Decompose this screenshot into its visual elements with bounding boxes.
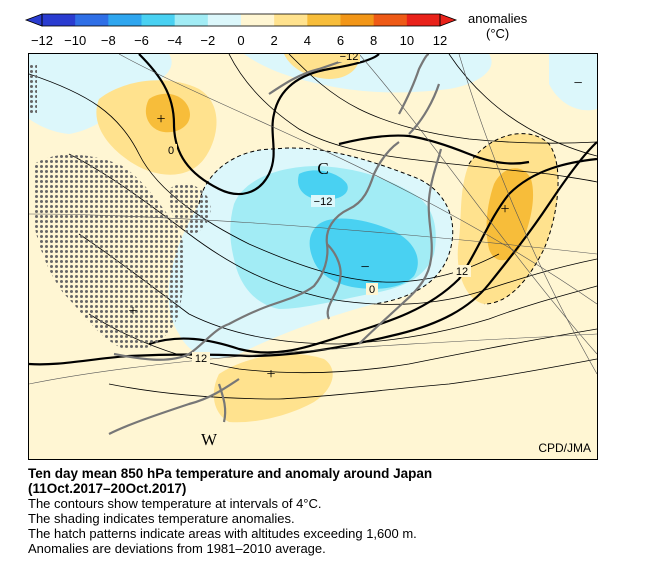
- contour-zero-east: [338, 134, 530, 165]
- contour-line: [108, 358, 597, 400]
- colorbar-segment: [406, 14, 441, 26]
- warm-centre-label: W: [201, 430, 218, 449]
- warm-marker-northwest: +: [156, 111, 165, 128]
- anomaly-colorbar: [24, 13, 458, 27]
- contour-line: [88, 313, 597, 374]
- contour-zero-north: [138, 54, 380, 196]
- colorbar-segment: [75, 14, 109, 26]
- contour-dashed: [468, 133, 559, 305]
- caption-title-line2: (11Oct.2017–20Oct.2017): [28, 481, 187, 496]
- credit-label: CPD/JMA: [538, 441, 591, 455]
- cold-centre-label: C: [317, 159, 328, 178]
- colorbar-segment: [108, 14, 142, 26]
- coastline-kamchatka: [408, 83, 441, 135]
- caption-note: Anomalies are deviations from 1981–2010 …: [28, 541, 326, 556]
- graticule-line: [29, 333, 597, 385]
- colorbar-tick-label: 0: [237, 33, 245, 48]
- warm-shade-northwest-core: [145, 93, 190, 133]
- coastline-mainland: [113, 141, 400, 361]
- caption-note: The hatch patterns indicate areas with a…: [28, 526, 417, 541]
- contour-label: −12: [340, 54, 359, 63]
- cool-shade-northeast: [549, 54, 597, 111]
- anomaly-map: + + + + − − C W −12 −12 0 0 12 12: [29, 54, 597, 459]
- colorbar-tick-label: −10: [64, 33, 87, 48]
- graticule-line: [118, 54, 597, 305]
- colorbar-segment: [174, 14, 209, 26]
- map-panel: + + + + − − C W −12 −12 0 0 12 12 CPD/JM…: [28, 53, 598, 460]
- cool-shade-northwest: [29, 54, 172, 134]
- warm-marker-west: +: [128, 303, 137, 320]
- colorbar-tick-label: 2: [270, 33, 278, 48]
- colorbar-tick-label: −2: [200, 33, 216, 48]
- contour-line: [29, 73, 500, 283]
- warm-shade-east-core: [486, 168, 534, 261]
- colorbar-label-line1: anomalies: [468, 11, 528, 26]
- colorbar-segment: [307, 14, 341, 26]
- warm-marker-south: +: [266, 366, 275, 383]
- colorbar-frame: [41, 13, 441, 27]
- warm-marker-east: +: [500, 201, 509, 218]
- graticule-line: [358, 54, 597, 355]
- colorbar-segment: [274, 14, 308, 26]
- colorbar-tick-label: −8: [100, 33, 116, 48]
- colorbar-tick-label: 8: [370, 33, 378, 48]
- colorbar-tick-label: −4: [167, 33, 183, 48]
- caption-note: The contours show temperature at interva…: [28, 496, 322, 511]
- warm-shade-south: [213, 354, 333, 423]
- coastline-southchina: [108, 378, 240, 435]
- colorbar-tick-label: 4: [303, 33, 311, 48]
- colorbar-tick-label: 10: [399, 33, 415, 48]
- contour-label: 12: [195, 353, 207, 365]
- cool-shade-north-core: [298, 170, 348, 200]
- graticule-line: [458, 54, 597, 375]
- cold-marker-northeast: −: [573, 75, 582, 92]
- colorbar-segment: [42, 14, 76, 26]
- coastline-sakhalin: [398, 54, 430, 115]
- caption-note: The shading indicates temperature anomal…: [28, 511, 295, 526]
- colorbar-tick-label: −6: [134, 33, 149, 48]
- contour-dashed: [198, 147, 454, 305]
- colorbar-segment: [340, 14, 375, 26]
- contour-label: 12: [456, 266, 468, 278]
- colorbar-label-line2: (°C): [486, 26, 510, 41]
- high-altitude-hatch-edge: [29, 64, 37, 114]
- colorbar-tick-label: −12: [30, 33, 54, 48]
- coastline-taiwan: [217, 383, 227, 423]
- colorbar-tick-label: 6: [336, 33, 345, 48]
- colorbar-segment: [373, 14, 408, 26]
- colorbar-unit-label: anomalies (°C): [468, 11, 527, 41]
- coastline-korea: [326, 243, 342, 320]
- contour-zero-main: [148, 157, 597, 354]
- high-altitude-hatch-east: [169, 183, 211, 234]
- figure-caption: Ten day mean 850 hPa temperature and ano…: [28, 466, 638, 556]
- contour-line: [228, 54, 597, 183]
- colorbar-segment: [141, 14, 176, 26]
- coastline-japan: [358, 148, 443, 345]
- colorbar-right-arrow: [439, 13, 458, 27]
- high-altitude-hatch-main: [34, 154, 185, 350]
- cold-marker-center: −: [360, 259, 369, 276]
- colorbar-segment: [207, 14, 242, 26]
- contour-label: −12: [314, 196, 333, 208]
- colorbar-left-arrow: [24, 13, 43, 27]
- cool-shade-core: [309, 218, 418, 289]
- colorbar-segment: [241, 14, 275, 26]
- caption-title-line1: Ten day mean 850 hPa temperature and ano…: [28, 466, 433, 481]
- contour-label: 0: [168, 145, 174, 157]
- colorbar-tick-label: 12: [432, 33, 448, 48]
- contour-label: 0: [369, 284, 375, 296]
